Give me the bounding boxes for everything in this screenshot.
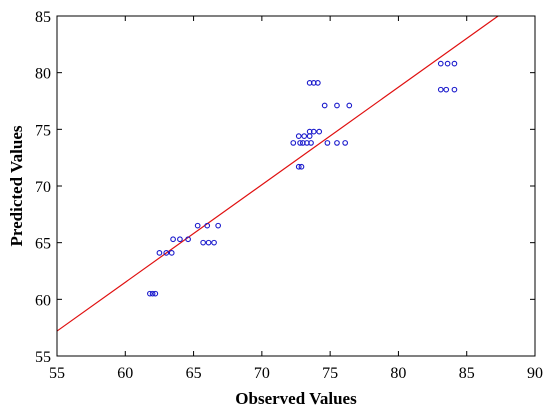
- y-axis-title: Predicted Values: [7, 125, 26, 246]
- data-point: [168, 250, 175, 256]
- x-axis-title: Observed Values: [235, 389, 357, 408]
- x-tick-label: 75: [322, 365, 338, 382]
- data-point: [205, 239, 212, 246]
- y-axis-ticks: 55 60 65 70 75 80 85: [35, 9, 535, 366]
- data-point: [298, 163, 305, 170]
- data-point: [194, 222, 201, 229]
- y-tick-label: 80: [35, 66, 51, 83]
- y-tick-label: 55: [35, 349, 51, 366]
- data-point: [152, 290, 159, 297]
- data-point: [290, 140, 297, 146]
- regression-line-layer: [56, 15, 499, 332]
- data-point: [295, 133, 302, 139]
- regression-line: [56, 15, 499, 332]
- data-point: [147, 290, 153, 297]
- data-point: [170, 236, 176, 243]
- x-tick-label: 70: [254, 365, 270, 382]
- data-point: [342, 140, 349, 146]
- data-point: [297, 140, 303, 146]
- data-point: [437, 86, 444, 93]
- data-point: [200, 239, 206, 246]
- y-tick-label: 70: [35, 179, 51, 196]
- data-point: [444, 60, 451, 67]
- data-point: [451, 60, 458, 67]
- data-point: [437, 60, 444, 67]
- y-tick-label: 75: [35, 122, 51, 139]
- x-tick-label: 90: [527, 365, 543, 382]
- x-tick-label: 85: [459, 365, 475, 382]
- data-point: [443, 86, 450, 93]
- plot-area-background: [57, 16, 535, 356]
- x-tick-label: 55: [49, 365, 65, 382]
- data-point: [215, 222, 222, 229]
- data-point: [346, 102, 353, 109]
- data-point: [295, 163, 302, 170]
- data-point: [177, 236, 183, 243]
- x-axis-ticks: 55 60 65 70 75 80 85 90: [49, 16, 543, 382]
- data-point: [308, 140, 314, 146]
- data-point: [451, 86, 458, 93]
- data-point: [324, 140, 331, 146]
- x-tick-label: 80: [390, 365, 406, 382]
- data-point: [334, 140, 340, 146]
- data-point: [211, 239, 217, 246]
- x-tick-label: 65: [186, 365, 202, 382]
- x-tick-label: 60: [117, 365, 133, 382]
- data-point: [156, 250, 163, 256]
- data-point: [301, 133, 308, 139]
- data-point: [185, 236, 191, 243]
- data-points-layer: [147, 60, 458, 297]
- y-tick-label: 65: [35, 236, 51, 253]
- data-point: [149, 290, 156, 297]
- data-point: [163, 250, 170, 256]
- y-tick-label: 85: [35, 9, 51, 26]
- data-point: [204, 222, 211, 229]
- data-point: [315, 80, 321, 86]
- data-point: [310, 128, 317, 135]
- data-point: [316, 128, 323, 135]
- data-point: [321, 102, 328, 109]
- data-point: [334, 102, 340, 109]
- y-tick-label: 60: [35, 292, 51, 309]
